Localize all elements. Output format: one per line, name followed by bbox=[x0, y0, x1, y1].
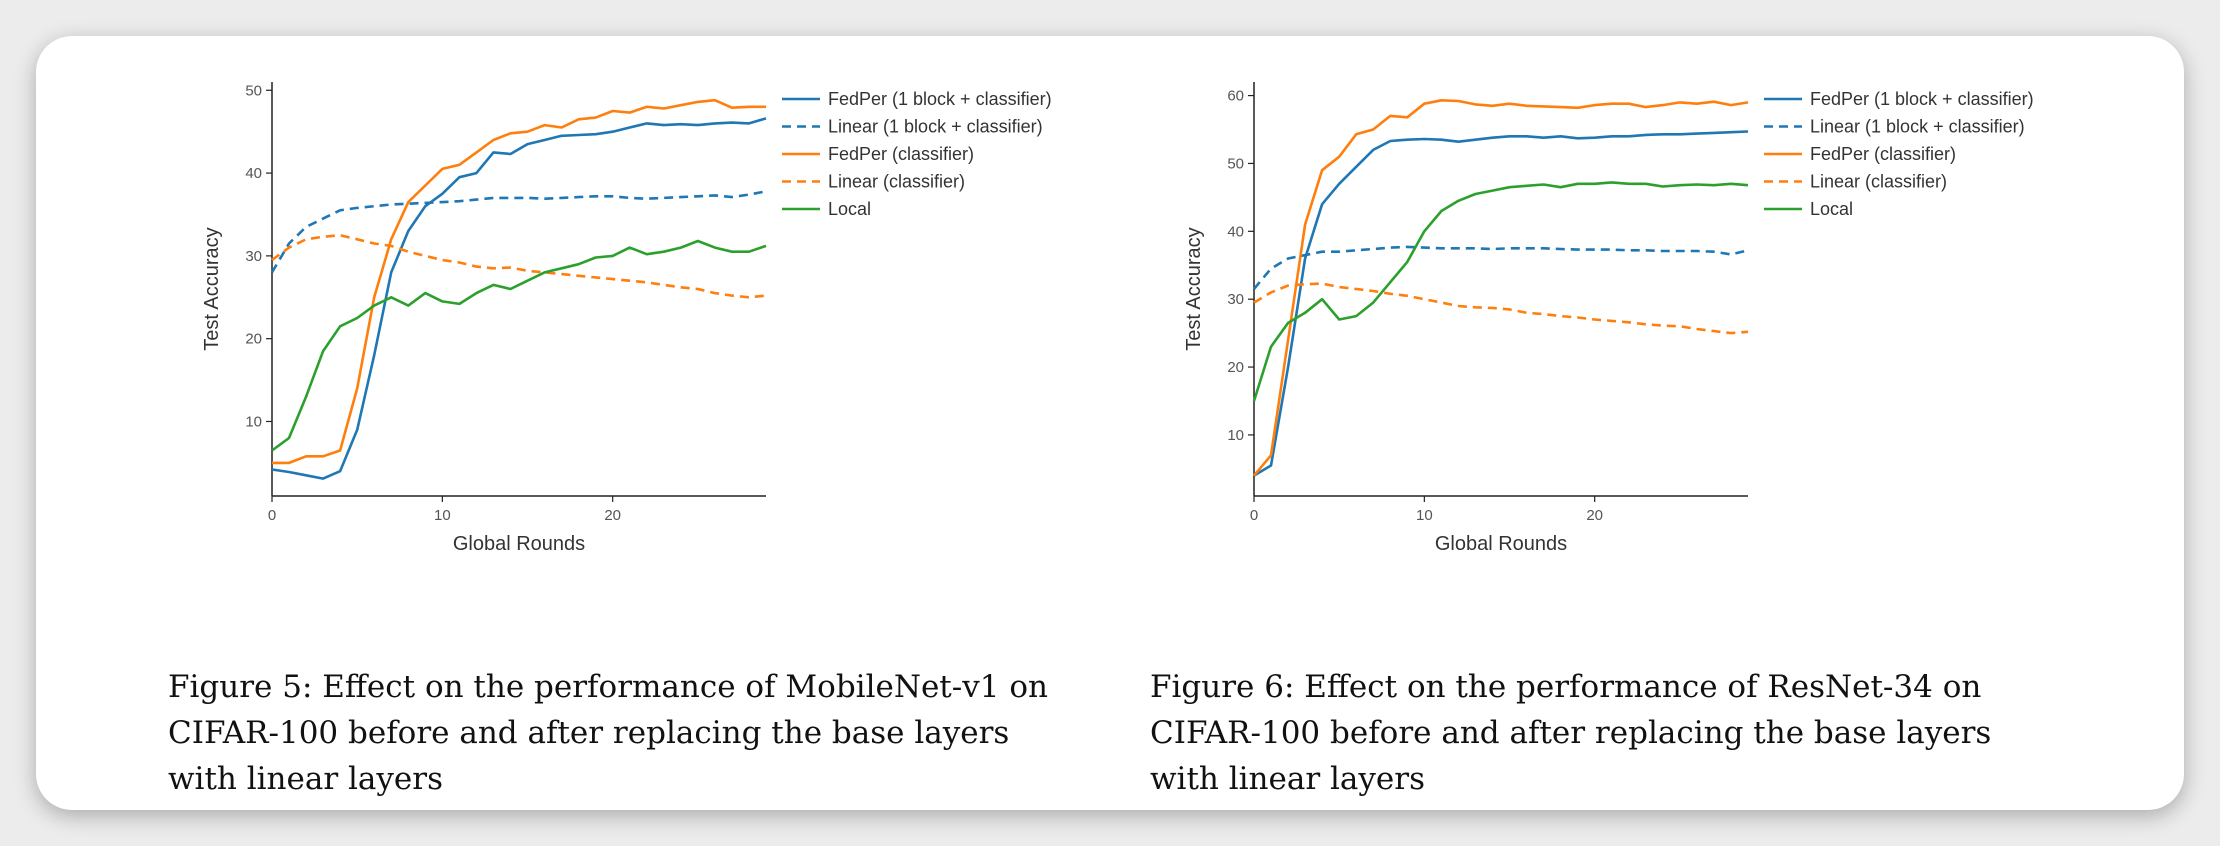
legend-label-fedper-classifier: FedPer (classifier) bbox=[828, 144, 974, 164]
y-tick-label: 40 bbox=[1227, 223, 1244, 240]
y-tick-label: 10 bbox=[1227, 427, 1244, 444]
legend-label-linear-classifier: Linear (classifier) bbox=[1810, 172, 1947, 192]
y-tick-label: 50 bbox=[1227, 155, 1244, 172]
series-line-fedper-classifier bbox=[272, 98, 766, 465]
series-line-linear-1-block-classifier bbox=[1253, 245, 1749, 290]
y-tick-label: 30 bbox=[1227, 291, 1244, 308]
y-tick-label: 20 bbox=[245, 331, 262, 348]
legend-label-fedper-1-block-classifier: FedPer (1 block + classifier) bbox=[1810, 89, 2034, 109]
x-tick-label: 0 bbox=[1250, 507, 1258, 524]
series-line-fedper-1-block-classifier bbox=[271, 117, 767, 480]
chart-figure-6: 10 20 30 40 50 60 0 10 20 Global Rounds Test Accur… bbox=[1183, 82, 2034, 555]
legend-label-linear-1-block-classifier: Linear (1 block + classifier) bbox=[1810, 117, 2025, 137]
y-axis-title: Test Accuracy bbox=[1183, 227, 1205, 350]
figure-5-caption: Figure 5: Effect on the performance of M… bbox=[168, 669, 1048, 797]
x-tick-label: 0 bbox=[268, 507, 276, 524]
x-tick-label: 20 bbox=[604, 507, 621, 524]
legend-label-fedper-1-block-classifier: FedPer (1 block + classifier) bbox=[828, 89, 1052, 109]
figure-6-caption: Figure 6: Effect on the performance of R… bbox=[1150, 669, 1992, 797]
y-tick-label: 10 bbox=[245, 413, 262, 430]
x-axis-title: Global Rounds bbox=[453, 533, 585, 555]
x-tick-label: 10 bbox=[1416, 507, 1433, 524]
legend-label-local: Local bbox=[1810, 199, 1853, 219]
y-tick-label: 20 bbox=[1227, 359, 1244, 376]
y-tick-label: 40 bbox=[245, 165, 262, 182]
x-tick-label: 20 bbox=[1586, 507, 1603, 524]
series-line-fedper-1-block-classifier bbox=[1253, 130, 1749, 477]
legend-label-local: Local bbox=[828, 199, 871, 219]
series-line-fedper-classifier bbox=[1253, 99, 1749, 477]
series-line-linear-1-block-classifier bbox=[270, 190, 767, 274]
y-tick-label: 30 bbox=[245, 248, 262, 265]
legend-label-fedper-classifier: FedPer (classifier) bbox=[1810, 144, 1956, 164]
y-tick-label: 50 bbox=[245, 82, 262, 99]
legend-label-linear-1-block-classifier: Linear (1 block + classifier) bbox=[828, 117, 1043, 137]
y-tick-label: 60 bbox=[1227, 88, 1244, 105]
x-tick-label: 10 bbox=[434, 507, 451, 524]
series-line-local bbox=[1252, 181, 1749, 402]
x-axis-title: Global Rounds bbox=[1435, 533, 1567, 555]
y-axis-title: Test Accuracy bbox=[201, 227, 223, 350]
series-line-linear-classifier bbox=[271, 233, 767, 299]
figure-card: 10 20 30 40 50 0 10 20 Global Rounds Test Accurac… bbox=[36, 36, 2184, 810]
chart-figure-5: 10 20 30 40 50 0 10 20 Global Rounds Test Accurac… bbox=[201, 82, 1052, 555]
series-line-local bbox=[271, 239, 767, 452]
series-line-linear-classifier bbox=[1253, 282, 1749, 335]
legend-label-linear-classifier: Linear (classifier) bbox=[828, 172, 965, 192]
